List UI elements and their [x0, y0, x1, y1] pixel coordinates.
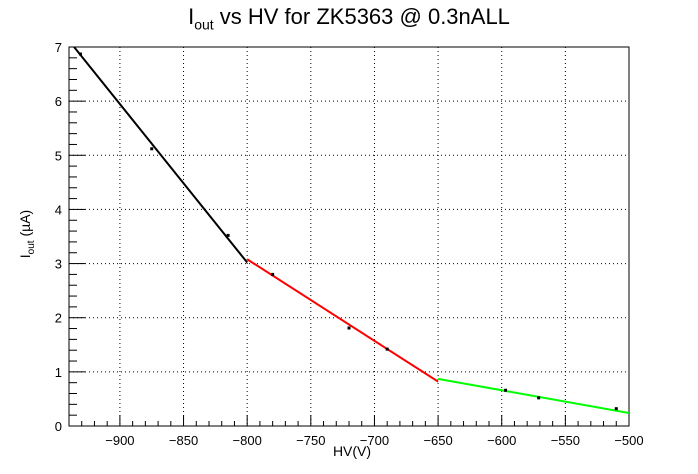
data-point [504, 388, 508, 392]
x-tick-label: −700 [360, 433, 389, 448]
y-tick-label: 1 [55, 365, 62, 380]
x-axis-label: HV(V) [332, 443, 372, 459]
data-point [271, 272, 275, 276]
fit-line [73, 46, 248, 264]
x-tick-label: −750 [296, 433, 325, 448]
y-tick-label: 7 [55, 40, 62, 55]
x-tick-label: −900 [105, 433, 134, 448]
data-point [385, 347, 389, 351]
y-tick-label: 4 [55, 202, 62, 217]
fit-line [246, 258, 439, 383]
x-tick-label: −850 [169, 433, 198, 448]
x-tick-label: −800 [233, 433, 262, 448]
fit-line [437, 377, 630, 414]
data-point [347, 326, 351, 330]
y-tick-label: 0 [55, 419, 62, 434]
y-tick-label: 3 [55, 257, 62, 272]
y-tick-label: 2 [55, 311, 62, 326]
x-tick-label: −600 [487, 433, 516, 448]
x-tick-label: −650 [423, 433, 452, 448]
data-point [78, 52, 82, 56]
axis-ticks: −900 −850 −800 −750 −700 −650 −600 −550 −500 0 1 2 3… [55, 40, 644, 448]
data-points [78, 52, 618, 411]
fit-lines [73, 46, 630, 414]
x-tick-label: −500 [614, 433, 643, 448]
y-axis-label: Iout (µA) [17, 209, 37, 259]
data-point [614, 407, 618, 411]
x-tick-label: −550 [551, 433, 580, 448]
data-point [537, 396, 541, 400]
y-tick-label: 6 [55, 94, 62, 109]
chart-title: Iout vs HV for ZK5363 @ 0.3nALL [188, 4, 510, 33]
plot-frame [68, 46, 630, 427]
data-point [150, 147, 154, 151]
y-tick-label: 5 [55, 148, 62, 163]
data-point [226, 233, 230, 237]
grid [69, 47, 630, 426]
